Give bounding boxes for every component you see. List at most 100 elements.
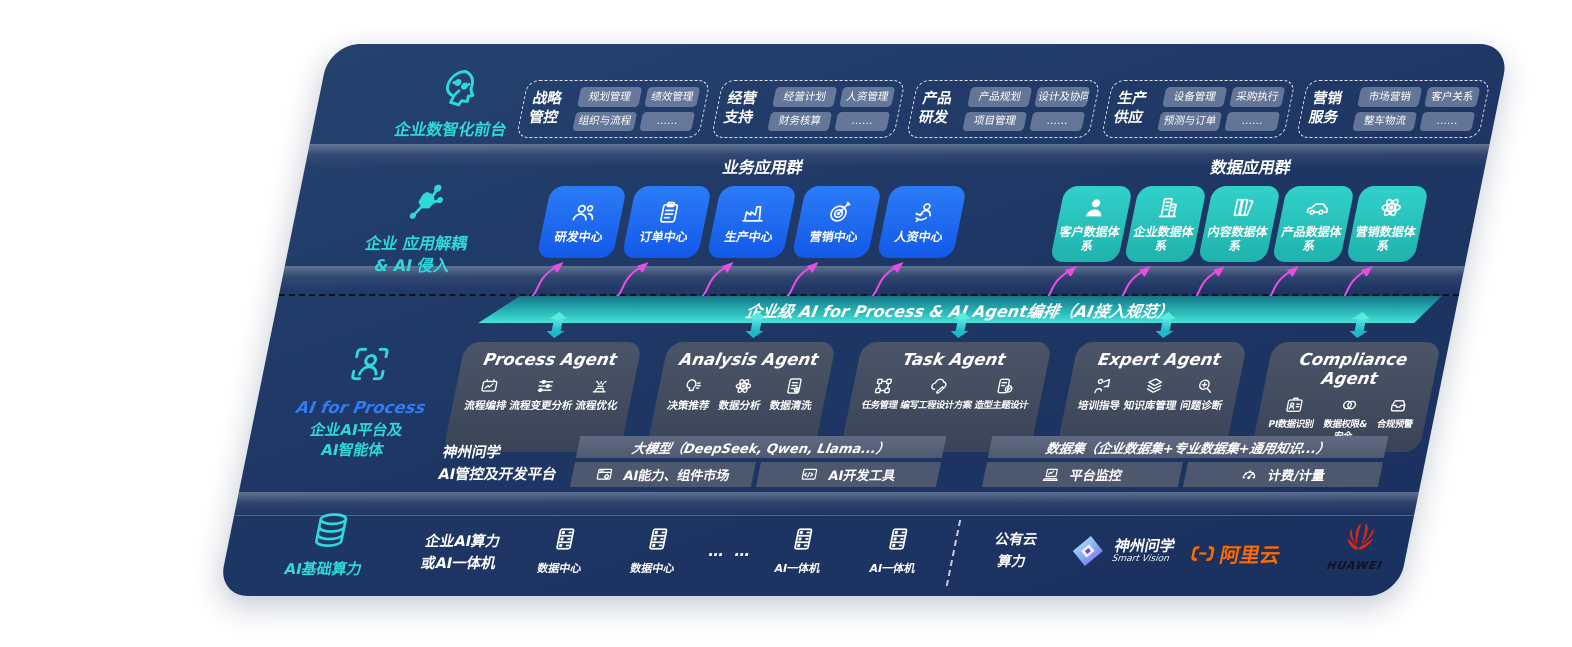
module-chip: 经营计划 (772, 87, 838, 107)
tile-label: 订单中心 (638, 229, 690, 244)
agent-capability-培训指导: 培训指导 (1076, 376, 1126, 413)
agent-capability-数据权限&安全: 数据权限&安全 (1320, 395, 1373, 442)
design-theme-icon (993, 376, 1017, 396)
customer-icon (1080, 195, 1110, 220)
app-tile-内容数据体系: 内容数据体系 (1181, 186, 1282, 306)
platform-tool-计费/计量: 计费/计量 (1182, 462, 1383, 487)
tile-label: 产品数据体系 (1280, 224, 1344, 253)
data-clean-icon (783, 376, 807, 396)
capability-label: 培训指导 (1076, 400, 1122, 412)
app-tile-订单中心: 订单中心 (605, 186, 713, 302)
front-office-groups: 战略管控 规划管理 绩效管理 组织与流程…… 经营支持 经营计划 人资管理 财务核算…… 产品研… (515, 80, 1491, 138)
capability-label: 知识库管理 (1122, 400, 1178, 412)
agent-card-analysis-agent: Analysis Agent 决策推荐 数据分析 数据清洗 (645, 319, 837, 453)
app-tile-营销数据体系: 营销数据体系 (1329, 186, 1430, 306)
server-icon (883, 526, 914, 552)
capability-label: 流程优化 (574, 400, 619, 412)
capability-label: 编写工程设计方案 (899, 400, 973, 411)
app-tile-营销中心: 营销中心 (775, 186, 883, 302)
front-office-label: 企业数智化前台 (392, 120, 509, 139)
diagnosis-icon (1193, 376, 1217, 396)
capability-label: 问题诊断 (1178, 400, 1224, 412)
front-group-战略管控: 战略管控 规划管理 绩效管理 组织与流程…… (515, 80, 711, 138)
cloud-edit-icon (928, 376, 952, 396)
capability-label: 数据分析 (717, 400, 762, 412)
module-chip: …… (1419, 111, 1476, 131)
tile-label: 客户数据体系 (1058, 224, 1122, 253)
capability-market-icon (594, 466, 616, 484)
agent-title: Process Agent (481, 350, 619, 369)
capability-label: 决策推荐 (666, 400, 711, 412)
module-chip: 规划管理 (577, 87, 643, 107)
module-chip: 预测与订单 (1157, 111, 1223, 131)
ai-platform-label-line1: 企业AI平台及 (308, 421, 405, 439)
app-tile-研发中心: 研发中心 (520, 186, 628, 302)
agent-capability-流程优化: 流程优化 (574, 376, 624, 413)
dataset-bar: 数据集（企业数据集+专业数据集+通用知识...） (987, 436, 1389, 458)
app-tile-企业数据体系: 企业数据体系 (1107, 186, 1208, 306)
capability-label: 合规预警 (1375, 419, 1414, 430)
module-chip: 采购执行 (1229, 87, 1286, 107)
bus-connector-arrow (955, 319, 967, 331)
partner-huawei: HUAWEI (1319, 522, 1399, 572)
tile-label: 企业数据体系 (1132, 224, 1196, 253)
module-chip: 组织与流程 (572, 111, 638, 131)
decision-icon (680, 376, 704, 396)
agent-capability-决策推荐: 决策推荐 (666, 376, 716, 413)
agent-cards: Process Agent 流程编排 流程变更分析 流程优化 Analysis Agen… (442, 319, 1442, 453)
platform-label: 神州问学 AI管控及开发平台 (436, 442, 577, 487)
agent-capability-流程编排: 流程编排 (463, 376, 513, 413)
front-office-rail: 企业数智化前台 (368, 66, 543, 141)
agent-title: Compliance Agent (1297, 350, 1410, 388)
partner-name: HUAWEI (1325, 559, 1384, 572)
module-chip: 绩效管理 (644, 87, 701, 107)
optimization-icon (588, 376, 612, 396)
agent-items: 培训指导 知识库管理 问题诊断 (1070, 376, 1234, 413)
public-cloud-label: 公有云 算力 (993, 532, 1039, 570)
tool-label: 计费/计量 (1266, 469, 1327, 484)
agent-capability-流程变更分析: 流程变更分析 (508, 376, 579, 413)
agent-title: Expert Agent (1096, 350, 1223, 369)
compliance-alert-icon (1387, 395, 1411, 415)
tile-label: 营销数据体系 (1354, 224, 1418, 253)
group-chips: 市场营销 客户关系 整车物流…… (1352, 87, 1481, 131)
agent-capability-合规预警: 合规预警 (1376, 395, 1419, 431)
enterprise-building-icon (1154, 195, 1184, 220)
partner-name: 阿里云 (1217, 543, 1283, 567)
marketing-atom-icon (1376, 195, 1406, 220)
product-car-icon (1302, 195, 1332, 220)
hr-people-icon (909, 200, 939, 225)
aliyun-logo (1187, 540, 1219, 567)
pi-identify-icon (1283, 395, 1307, 415)
dataset-tools: 平台监控 计费/计量 (981, 462, 1383, 487)
module-chip: …… (1224, 111, 1281, 131)
database-icon (307, 510, 355, 550)
task-manage-icon (871, 376, 895, 396)
platform-tool-平台监控: 平台监控 (981, 462, 1183, 487)
bus-connector-arrow (551, 319, 564, 331)
tile-label: 研发中心 (553, 229, 605, 244)
infra-node-数据中心: 数据中心 (523, 526, 603, 576)
tile-label: 营销中心 (808, 229, 860, 244)
platform-label-line1: 神州问学 (441, 445, 503, 461)
server-icon (788, 526, 819, 552)
tile-label: 内容数据体系 (1206, 224, 1270, 253)
change-analysis-icon (533, 376, 557, 396)
agent-capability-数据分析: 数据分析 (717, 376, 767, 413)
bus-connector-arrow (1354, 319, 1367, 331)
infra-layer: 企业AI算力 或AI一体机 数据中心 数据中心 … … AI一体机 AI一体机 公有云 … (217, 515, 1415, 596)
app-decouple-rail: 企业 应用解耦 & AI 侵入 (327, 180, 513, 276)
platform-monitor-icon (1040, 466, 1062, 484)
marketing-target-icon (824, 200, 854, 225)
module-chip: 产品规划 (967, 87, 1033, 107)
model-tools: AI能力、组件市场 AI开发工具 (569, 462, 941, 487)
agent-title: Analysis Agent (677, 350, 821, 369)
infra-node-数据中心: 数据中心 (616, 526, 696, 576)
app-tile-生产中心: 生产中心 (690, 186, 798, 302)
agent-card-expert-agent: Expert Agent 培训指导 知识库管理 问题诊断 (1056, 319, 1248, 453)
app-tile-产品数据体系: 产品数据体系 (1255, 186, 1356, 306)
content-icon (1228, 195, 1258, 220)
platform-tool-AI开发工具: AI开发工具 (755, 462, 941, 487)
capability-label: PI数据识别 (1267, 419, 1315, 430)
